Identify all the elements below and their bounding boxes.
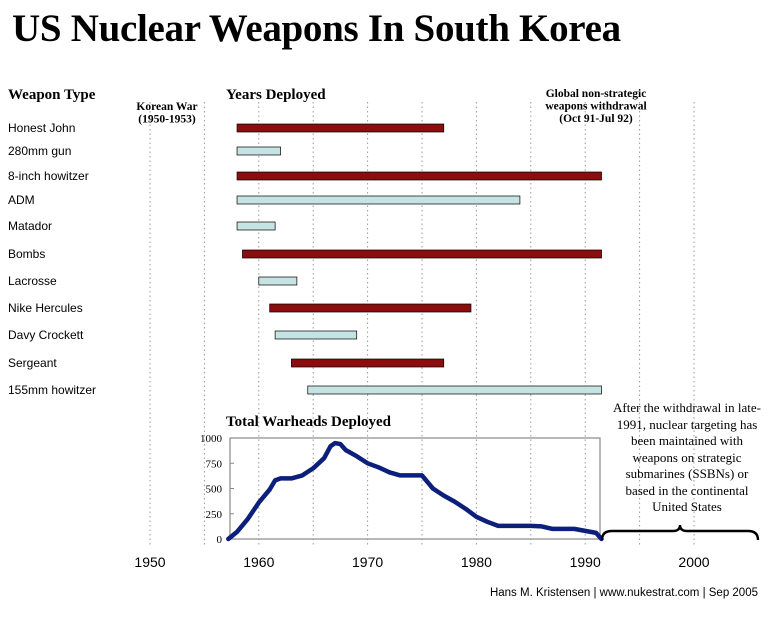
weapon-label: Lacrosse: [8, 274, 57, 288]
brace-shape: [600, 524, 760, 541]
weapon-label: ADM: [8, 193, 35, 207]
deployment-bar: [269, 303, 472, 313]
x-tick-label: 1950: [134, 554, 165, 570]
page-title: US Nuclear Weapons In South Korea: [12, 7, 621, 50]
withdrawal-note: After the withdrawal in late-1991, nucle…: [613, 400, 761, 514]
y-tick-label: 750: [206, 458, 223, 470]
y-tick-label: 250: [206, 509, 223, 521]
plot-frame: [229, 437, 601, 540]
weapon-label: Bombs: [8, 247, 45, 261]
y-tick-label: 0: [217, 534, 223, 546]
post-withdrawal-brace: [600, 524, 760, 541]
deployment-bar: [307, 385, 602, 395]
weapon-label: Honest John: [8, 121, 75, 135]
y-tick-label: 500: [206, 484, 223, 496]
credit: Hans M. Kristensen | www.nukestrat.com |…: [489, 587, 758, 599]
deployment-bar: [258, 276, 298, 286]
annotation-label: Korean War: [136, 101, 197, 113]
annotation-label: Global non-strategic: [546, 88, 647, 100]
chart-headers: Weapon Type Years Deployed Korean War(1950…: [8, 87, 647, 126]
warheads-line-chart: Total Warheads Deployed 0 250 500 750 1000: [200, 414, 604, 546]
x-tick-label: 1970: [352, 554, 383, 570]
deployment-bar: [236, 221, 276, 231]
deployment-bar: [236, 146, 281, 156]
deployment-bar: [291, 358, 445, 368]
weapon-rows: Honest John 280mm gun 8-inch howitzer ADM Ma…: [8, 121, 602, 397]
x-tick-label: 2000: [678, 554, 709, 570]
deployment-bar: [236, 195, 521, 205]
weapon-label: Matador: [8, 219, 52, 233]
weapon-label: 155mm howitzer: [8, 383, 96, 397]
warheads-title: Total Warheads Deployed: [226, 414, 392, 430]
weapon-label: 280mm gun: [8, 144, 71, 158]
annotation-label: (Oct 91-Jul 92): [559, 113, 633, 125]
weapon-label: Sergeant: [8, 356, 57, 370]
x-tick-label: 1960: [243, 554, 274, 570]
deployment-bar: [242, 249, 602, 259]
x-tick-label: 1980: [461, 554, 492, 570]
weapon-type-header: Weapon Type: [8, 87, 96, 103]
annotation-label: (1950-1953): [138, 114, 196, 126]
deployment-bar: [236, 123, 445, 133]
weapon-label: 8-inch howitzer: [8, 169, 89, 183]
warheads-series-line: [226, 440, 604, 542]
weapon-label: Davy Crockett: [8, 328, 84, 342]
deployment-bar: [236, 171, 602, 181]
y-tick-label: 1000: [200, 433, 223, 445]
x-tick-label: 1990: [570, 554, 601, 570]
x-axis: 1950 1960 1970 1980 1990 2000: [134, 554, 709, 570]
annotation-label: weapons withdrawal: [545, 101, 646, 113]
years-deployed-header: Years Deployed: [226, 87, 326, 103]
weapon-label: Nike Hercules: [8, 301, 83, 315]
year-gridlines: [149, 102, 695, 545]
deployment-bar: [274, 330, 358, 340]
